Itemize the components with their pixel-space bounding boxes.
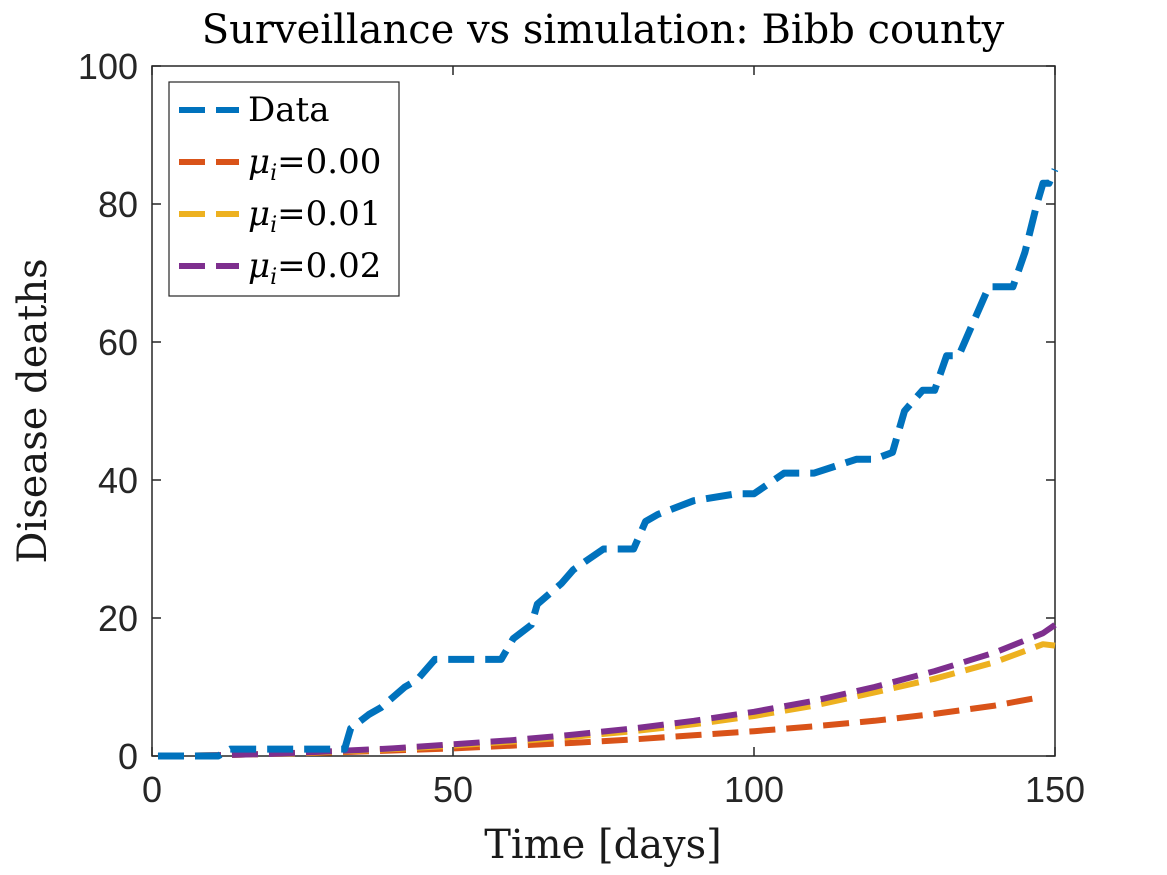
x-tick-label: 50 (433, 769, 473, 810)
axis-ticks (151, 65, 1056, 757)
legend-mu-symbol: μ (248, 142, 270, 182)
legend-mu-subscript: i (270, 161, 277, 186)
legend-label-data-main: Data (248, 90, 329, 130)
legend-mu-value: =0.01 (277, 194, 381, 234)
y-tick-label: 40 (98, 460, 138, 501)
y-axis-label: Disease deaths (10, 258, 56, 563)
chart-title: Surveillance vs simulation: Bibb county (202, 7, 1005, 53)
x-tick-label: 0 (142, 769, 162, 810)
legend-mu-symbol: μ (248, 246, 270, 286)
legend-box (168, 81, 400, 297)
x-tick-label: 150 (1025, 769, 1085, 810)
x-axis-label: Time [days] (484, 822, 722, 868)
legend-entry-mu-000: μi=0.00 (179, 142, 381, 186)
legend-mu-subscript: i (270, 213, 277, 238)
legend-mu-value: =0.00 (277, 142, 381, 182)
y-tick-label: 80 (98, 184, 138, 225)
legend-entry-data: Data (179, 90, 329, 130)
series-line-data (158, 168, 1059, 760)
tick-labels: 0 50 100 150 0 20 40 60 80 100 (78, 46, 1085, 810)
x-tick-label: 100 (724, 769, 784, 810)
legend-mu-value: =0.02 (277, 246, 381, 286)
legend-mu-symbol: μ (248, 194, 270, 234)
y-tick-label: 0 (118, 736, 138, 777)
legend-label-mu-001: μi=0.01 (248, 194, 381, 238)
y-tick-label: 20 (98, 598, 138, 639)
legend: Data μi=0.00 μi=0.01 μi=0.02 (168, 81, 400, 297)
legend-entry-mu-001: μi=0.01 (179, 194, 381, 238)
legend-label-mu-002: μi=0.02 (248, 246, 381, 290)
legend-label-data: Data (248, 90, 329, 130)
y-tick-label: 100 (78, 46, 138, 87)
legend-mu-subscript: i (270, 265, 277, 290)
series-line-i-0-00 (157, 693, 1044, 759)
legend-label-mu-000: μi=0.00 (248, 142, 381, 186)
y-tick-label: 60 (98, 322, 138, 363)
legend-entry-mu-002: μi=0.02 (179, 246, 381, 290)
series-layer (157, 168, 1059, 760)
